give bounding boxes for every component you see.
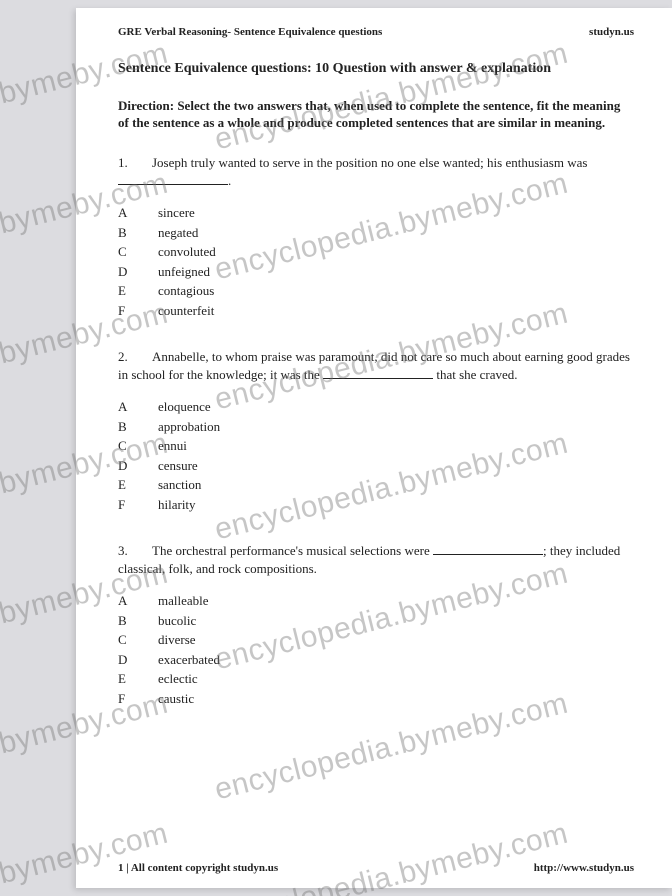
- option-text: counterfeit: [158, 301, 214, 321]
- option-row: Cennui: [118, 436, 634, 456]
- direction-text: Select the two answers that, when used t…: [118, 98, 620, 131]
- question-1-number: 1.: [118, 154, 152, 172]
- option-letter: E: [118, 669, 158, 689]
- option-letter: C: [118, 436, 158, 456]
- option-row: Dexacerbated: [118, 650, 634, 670]
- option-letter: C: [118, 242, 158, 262]
- direction-label: Direction:: [118, 98, 174, 113]
- document-page: GRE Verbal Reasoning- Sentence Equivalen…: [76, 8, 672, 888]
- question-2-number: 2.: [118, 348, 152, 366]
- option-letter: D: [118, 262, 158, 282]
- option-text: hilarity: [158, 495, 196, 515]
- page-footer: 1 | All content copyright studyn.us http…: [118, 862, 634, 874]
- blank-icon: [118, 172, 228, 185]
- footer-left: 1 | All content copyright studyn.us: [118, 862, 278, 874]
- option-letter: F: [118, 301, 158, 321]
- option-row: Aeloquence: [118, 397, 634, 417]
- question-3-text: 3.The orchestral performance's musical s…: [118, 542, 634, 577]
- question-3: 3.The orchestral performance's musical s…: [118, 542, 634, 708]
- blank-icon: [433, 542, 543, 555]
- option-text: convoluted: [158, 242, 216, 262]
- option-letter: F: [118, 689, 158, 709]
- option-row: Econtagious: [118, 281, 634, 301]
- option-row: Bbucolic: [118, 611, 634, 631]
- option-letter: B: [118, 611, 158, 631]
- question-1-options: Asincere Bnegated Cconvoluted Dunfeigned…: [118, 203, 634, 320]
- footer-right: http://www.studyn.us: [534, 862, 634, 874]
- question-1-text: 1.Joseph truly wanted to serve in the po…: [118, 154, 634, 189]
- option-row: Dcensure: [118, 456, 634, 476]
- option-letter: E: [118, 475, 158, 495]
- option-row: Eeclectic: [118, 669, 634, 689]
- option-row: Asincere: [118, 203, 634, 223]
- option-row: Dunfeigned: [118, 262, 634, 282]
- option-letter: A: [118, 203, 158, 223]
- question-2-post: that she craved.: [433, 367, 517, 382]
- question-1-pre: Joseph truly wanted to serve in the posi…: [152, 155, 587, 170]
- option-row: Cdiverse: [118, 630, 634, 650]
- option-text: sincere: [158, 203, 195, 223]
- page-header: GRE Verbal Reasoning- Sentence Equivalen…: [118, 26, 634, 38]
- option-letter: A: [118, 397, 158, 417]
- option-row: Fcaustic: [118, 689, 634, 709]
- question-2-text: 2.Annabelle, to whom praise was paramoun…: [118, 348, 634, 383]
- option-text: exacerbated: [158, 650, 220, 670]
- option-row: Fhilarity: [118, 495, 634, 515]
- option-row: Bapprobation: [118, 417, 634, 437]
- header-left: GRE Verbal Reasoning- Sentence Equivalen…: [118, 26, 382, 38]
- option-text: sanction: [158, 475, 201, 495]
- question-2: 2.Annabelle, to whom praise was paramoun…: [118, 348, 634, 514]
- option-letter: C: [118, 630, 158, 650]
- question-3-options: Amalleable Bbucolic Cdiverse Dexacerbate…: [118, 591, 634, 708]
- directions: Direction: Select the two answers that, …: [118, 97, 634, 132]
- blank-icon: [323, 366, 433, 379]
- question-2-options: Aeloquence Bapprobation Cennui Dcensure …: [118, 397, 634, 514]
- option-row: Cconvoluted: [118, 242, 634, 262]
- option-row: Bnegated: [118, 223, 634, 243]
- header-right: studyn.us: [589, 26, 634, 38]
- option-text: unfeigned: [158, 262, 210, 282]
- document-title: Sentence Equivalence questions: 10 Quest…: [118, 60, 634, 79]
- question-1: 1.Joseph truly wanted to serve in the po…: [118, 154, 634, 320]
- question-1-post: .: [228, 173, 231, 188]
- option-letter: D: [118, 456, 158, 476]
- option-text: eclectic: [158, 669, 198, 689]
- option-text: malleable: [158, 591, 209, 611]
- option-text: eloquence: [158, 397, 211, 417]
- option-text: contagious: [158, 281, 214, 301]
- option-text: diverse: [158, 630, 196, 650]
- option-letter: E: [118, 281, 158, 301]
- question-3-number: 3.: [118, 542, 152, 560]
- option-text: bucolic: [158, 611, 196, 631]
- option-text: negated: [158, 223, 198, 243]
- option-text: ennui: [158, 436, 187, 456]
- option-row: Esanction: [118, 475, 634, 495]
- option-letter: D: [118, 650, 158, 670]
- option-letter: A: [118, 591, 158, 611]
- option-text: approbation: [158, 417, 220, 437]
- question-3-pre: The orchestral performance's musical sel…: [152, 543, 433, 558]
- option-row: Fcounterfeit: [118, 301, 634, 321]
- option-text: censure: [158, 456, 198, 476]
- option-letter: B: [118, 223, 158, 243]
- option-text: caustic: [158, 689, 194, 709]
- option-letter: B: [118, 417, 158, 437]
- option-letter: F: [118, 495, 158, 515]
- option-row: Amalleable: [118, 591, 634, 611]
